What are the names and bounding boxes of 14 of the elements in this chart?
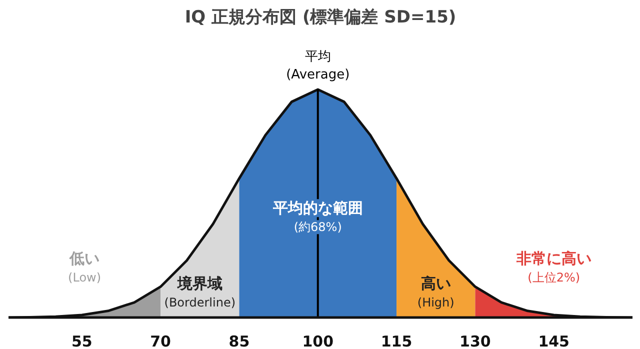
- x-tick-label: 145: [538, 332, 570, 349]
- x-tick-label: 55: [71, 332, 92, 349]
- x-tick-label: 100: [302, 332, 334, 349]
- series-label: 境界域 (Borderline): [164, 274, 236, 310]
- x-tick-label: 115: [380, 332, 412, 349]
- x-tick-label: 70: [150, 332, 172, 349]
- series-label: 平均的な範囲 (約68%): [272, 199, 363, 234]
- x-tick-label: 85: [228, 332, 250, 349]
- ref-line-label: 平均 (Average): [286, 50, 350, 83]
- x-tick-label: 130: [460, 332, 491, 349]
- series-label: 非常に高い (上位2%): [515, 249, 592, 284]
- series-label: 高い (High): [417, 274, 454, 310]
- chart-title: IQ 正規分布図 (標準偏差 SD=15): [184, 8, 456, 28]
- series-label: 低い (Low): [68, 249, 102, 284]
